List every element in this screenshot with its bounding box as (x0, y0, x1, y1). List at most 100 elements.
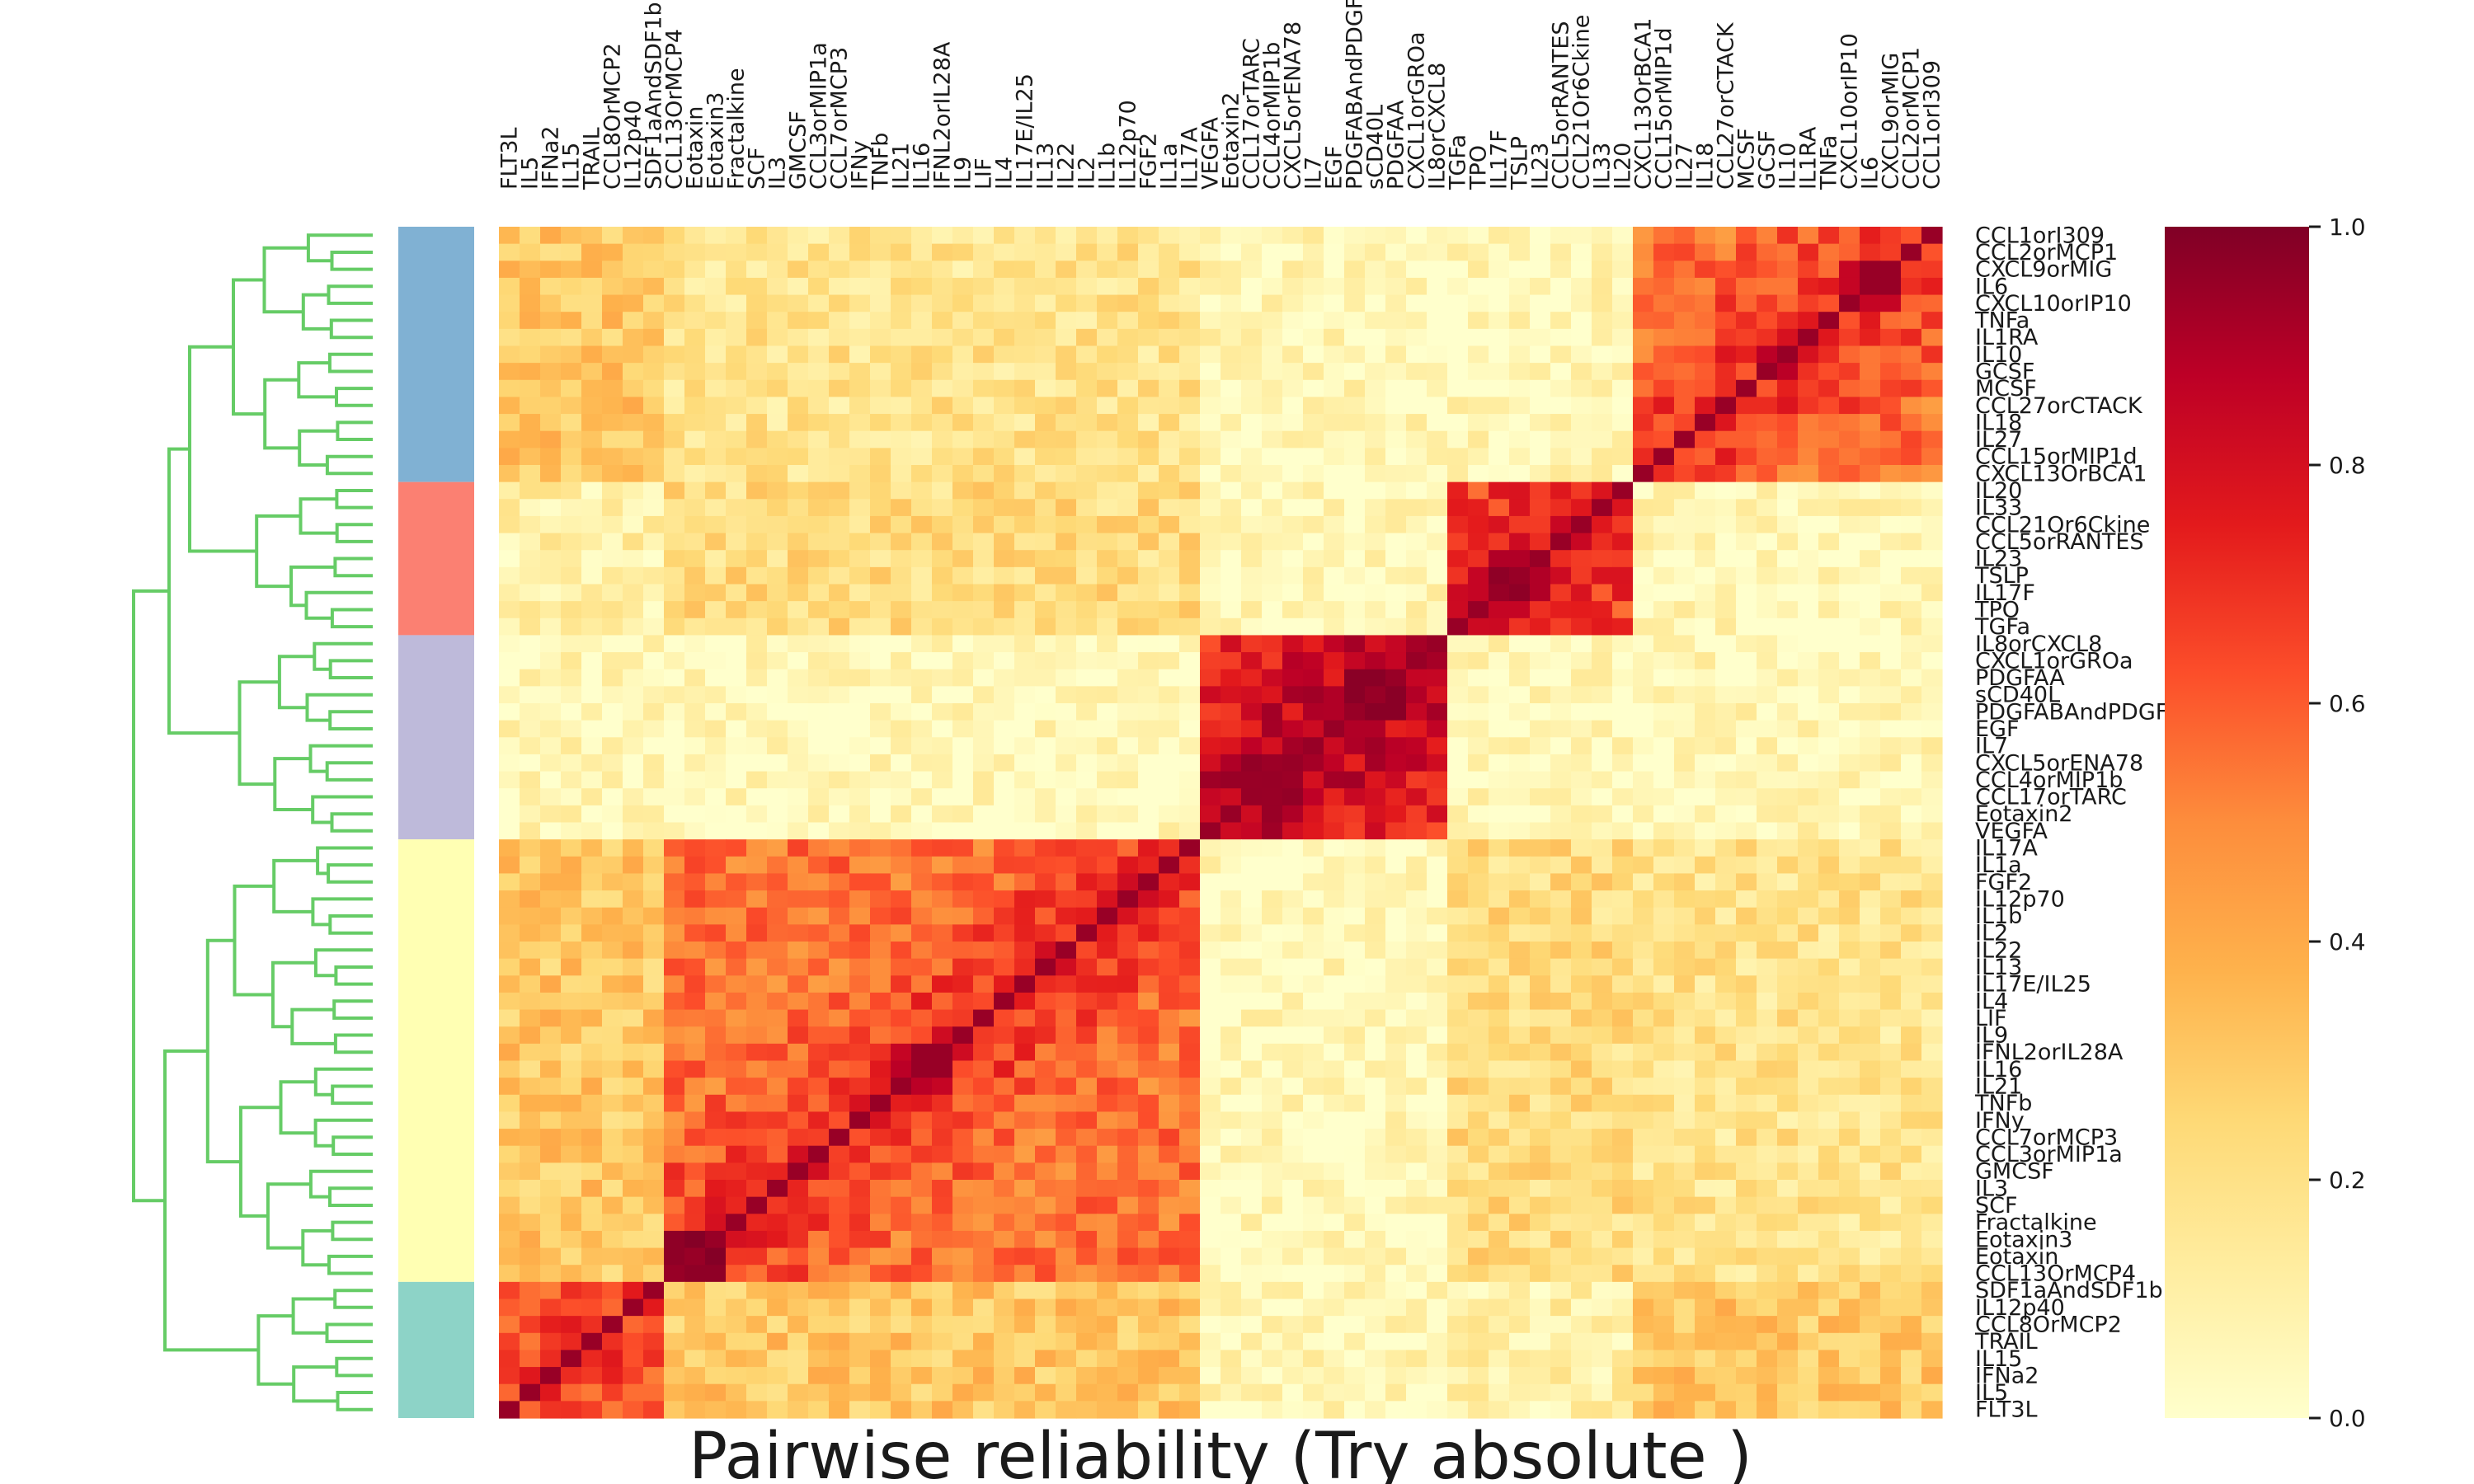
heatmap-cell (1344, 1009, 1366, 1027)
heatmap-cell (1674, 1162, 1696, 1181)
heatmap-cell (1179, 227, 1201, 245)
heatmap-cell (1612, 481, 1634, 500)
heatmap-cell (1674, 737, 1696, 755)
heatmap-cell (684, 1265, 706, 1283)
heatmap-cell (684, 788, 706, 806)
heatmap-cell (994, 1162, 1015, 1181)
heatmap-cell (1571, 328, 1592, 347)
heatmap-cell (746, 345, 768, 364)
dendrogram-link (328, 659, 373, 679)
heatmap-cell (829, 1180, 850, 1198)
heatmap-cell (1365, 771, 1386, 789)
heatmap-cell (1200, 1247, 1221, 1266)
heatmap-cell (1385, 1383, 1407, 1402)
heatmap-cell (499, 652, 520, 670)
heatmap-cell (684, 1247, 706, 1266)
heatmap-cell (1097, 1060, 1118, 1078)
heatmap-cell (1489, 1332, 1510, 1351)
heatmap-cell (1880, 550, 1902, 568)
heatmap-cell (1653, 924, 1675, 942)
heatmap-cell (602, 1196, 623, 1214)
heatmap-cell (788, 1162, 809, 1181)
heatmap-cell (499, 890, 520, 909)
heatmap-cell (932, 1026, 953, 1045)
heatmap-cell (664, 1094, 685, 1113)
heatmap-cell (1159, 312, 1180, 330)
heatmap-cell (684, 771, 706, 789)
heatmap-cell (952, 856, 974, 875)
heatmap-cell (1385, 1162, 1407, 1181)
heatmap-cell (973, 397, 995, 415)
heatmap-cell (911, 566, 933, 585)
heatmap-cell (911, 737, 933, 755)
heatmap-cell (829, 379, 850, 398)
heatmap-cell (705, 856, 727, 875)
heatmap-cell (1509, 601, 1531, 619)
heatmap-cell (932, 686, 953, 704)
heatmap-cell (1097, 992, 1118, 1011)
heatmap-cell (540, 465, 562, 483)
heatmap-cell (664, 822, 685, 840)
heatmap-cell (1489, 1214, 1510, 1232)
heatmap-cell (1901, 1009, 1922, 1027)
heatmap-cell (1715, 1009, 1737, 1027)
heatmap-cell (1179, 533, 1201, 551)
heatmap-cell (1365, 1043, 1386, 1062)
heatmap-cell (891, 618, 912, 636)
heatmap-cell (1303, 363, 1324, 381)
heatmap-cell (1200, 584, 1221, 602)
heatmap-cell (1592, 924, 1613, 942)
heatmap-cell (994, 1230, 1015, 1249)
heatmap-cell (1076, 1162, 1098, 1181)
heatmap-cell (1715, 686, 1737, 704)
heatmap-cell (1695, 481, 1716, 500)
heatmap-cell (1798, 1043, 1819, 1062)
heatmap-cell (664, 907, 685, 925)
heatmap-cell (623, 1230, 644, 1249)
heatmap-cell (664, 345, 685, 364)
heatmap-cell (1221, 1332, 1242, 1351)
heatmap-cell (1468, 1265, 1489, 1283)
heatmap-cell (684, 515, 706, 534)
heatmap-cell (1262, 754, 1283, 773)
heatmap-cell (1674, 1129, 1696, 1147)
heatmap-cell (1303, 566, 1324, 585)
heatmap-cell (540, 686, 562, 704)
heatmap-cell (829, 1383, 850, 1402)
heatmap-cell (1757, 1383, 1778, 1402)
heatmap-cell (767, 1214, 788, 1232)
heatmap-cell (1592, 1094, 1613, 1113)
heatmap-cell (1303, 890, 1324, 909)
heatmap-cell (1468, 924, 1489, 942)
heatmap-cell (746, 737, 768, 755)
heatmap-cell (870, 363, 891, 381)
heatmap-cell (1241, 1401, 1263, 1419)
dendrogram-link (335, 1356, 373, 1378)
heatmap-cell (767, 1180, 788, 1198)
heatmap-cell (623, 312, 644, 330)
heatmap-cell (726, 805, 747, 824)
heatmap-cell (1489, 277, 1510, 296)
heatmap-cell (1076, 261, 1098, 279)
heatmap-cell (581, 1316, 603, 1334)
heatmap-cell (1406, 1265, 1427, 1283)
heatmap-cell (870, 584, 891, 602)
heatmap-cell (623, 754, 644, 773)
heatmap-cell (1736, 294, 1757, 312)
heatmap-cell (1262, 1094, 1283, 1113)
heatmap-cell (1530, 312, 1551, 330)
heatmap-cell (973, 1129, 995, 1147)
heatmap-cell (623, 397, 644, 415)
heatmap-cell (1715, 652, 1737, 670)
heatmap-cell (973, 465, 995, 483)
heatmap-cell (1550, 328, 1572, 347)
heatmap-cell (1344, 1162, 1366, 1181)
heatmap-cell (1262, 907, 1283, 925)
heatmap-cell (684, 618, 706, 636)
heatmap-cell (973, 414, 995, 432)
heatmap-cell (499, 1094, 520, 1113)
heatmap-cell (1117, 822, 1139, 840)
heatmap-cell (1839, 1078, 1860, 1096)
heatmap-cell (994, 720, 1015, 738)
heatmap-cell (520, 618, 541, 636)
